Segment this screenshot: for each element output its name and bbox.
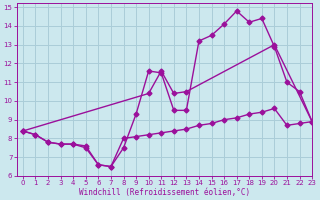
X-axis label: Windchill (Refroidissement éolien,°C): Windchill (Refroidissement éolien,°C): [79, 188, 250, 197]
